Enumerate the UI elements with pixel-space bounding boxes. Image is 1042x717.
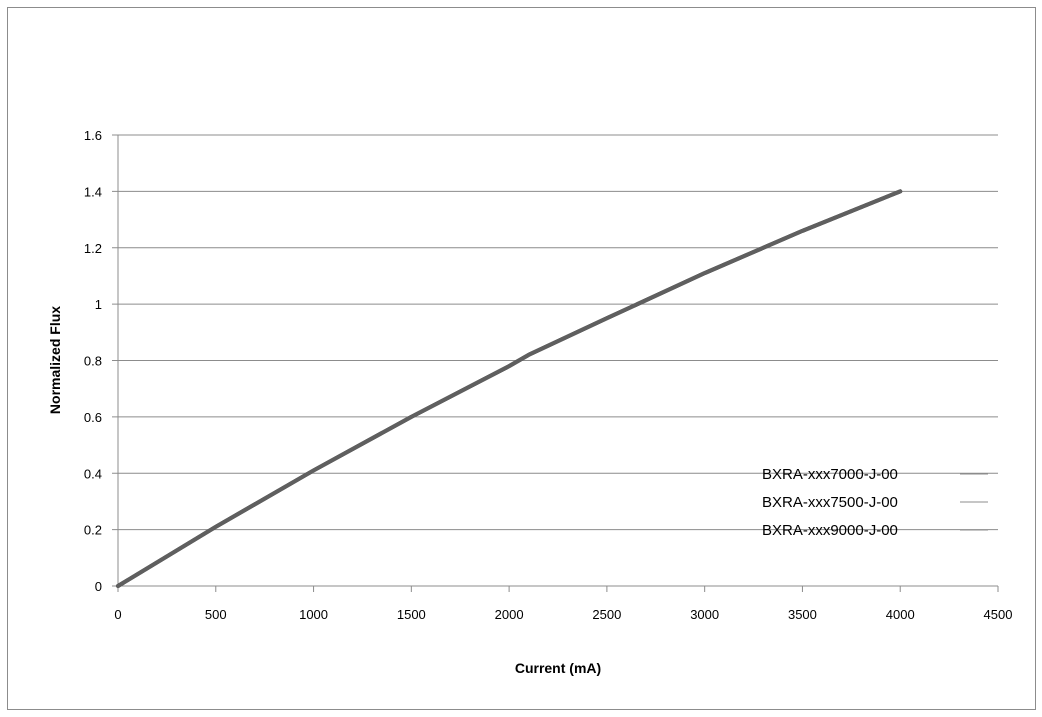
x-tick-label: 1000 [299,607,328,622]
x-tick-label: 0 [114,607,121,622]
legend: BXRA-xxx7000-J-00 BXRA-xxx7500-J-00 BXRA-x… [762,466,988,539]
legend-label: BXRA-xxx9000-J-00 [762,522,898,539]
x-tick-label: 1500 [397,607,426,622]
x-tick-label: 4000 [886,607,915,622]
x-tick-label: 2000 [495,607,524,622]
y-tick-label: 0.6 [84,410,102,425]
x-tick-label: 3500 [788,607,817,622]
legend-label: BXRA-xxx7500-J-00 [762,494,898,511]
x-tick-label: 4500 [984,607,1013,622]
y-tick-label: 1.6 [84,128,102,143]
axes [112,134,999,592]
y-tick-label: 1.2 [84,241,102,256]
series-lines [116,189,903,588]
x-tick-label: 3000 [690,607,719,622]
x-tick-labels: 0 500 1000 1500 2000 2500 3000 3500 4000 4500 [114,607,1012,622]
legend-label: BXRA-xxx7000-J-00 [762,466,898,483]
y-axis-title: Normalized Flux [47,306,63,414]
y-tick-label: 1.4 [84,184,102,199]
gridlines [118,134,998,531]
y-tick-label: 0 [95,579,102,594]
y-tick-label: 0.4 [84,466,102,481]
x-tick-label: 2500 [592,607,621,622]
series-line-3 [116,189,903,588]
y-tick-labels: 0 0.2 0.4 0.6 0.8 1 1.2 1.4 1.6 [84,128,102,594]
y-tick-label: 0.2 [84,523,102,538]
y-tick-label: 1 [95,297,102,312]
x-axis-title: Current (mA) [515,660,601,676]
x-tick-label: 500 [205,607,227,622]
y-tick-label: 0.8 [84,354,102,369]
